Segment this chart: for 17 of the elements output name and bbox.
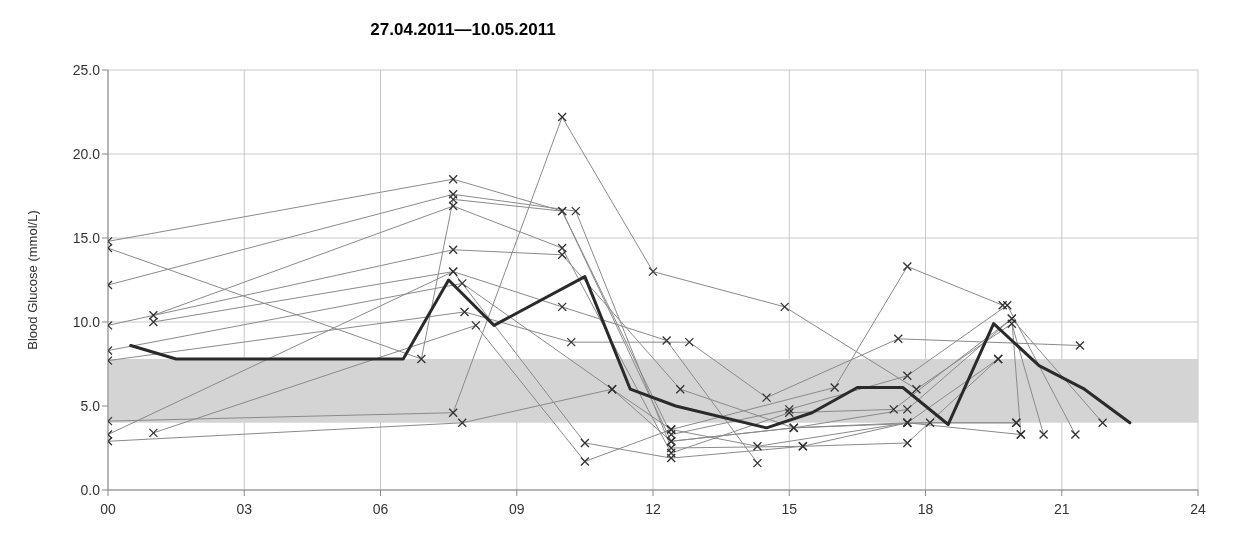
x-tick-label: 21	[1053, 500, 1070, 517]
x-tick-label: 00	[100, 500, 116, 517]
y-axis-title: Blood Glucose (mmol/L)	[24, 210, 40, 350]
y-tick-label: 15.0	[72, 229, 101, 246]
x-tick-label: 03	[236, 500, 253, 517]
y-tick-label: 0.0	[80, 481, 101, 498]
x-tick-label: 12	[645, 500, 661, 517]
y-tick-label: 5.0	[80, 397, 101, 414]
y-tick-label: 10.0	[72, 313, 101, 330]
x-tick-label: 09	[508, 500, 525, 517]
x-tick-label: 15	[781, 500, 798, 517]
x-tick-label: 24	[1190, 500, 1206, 517]
y-tick-label: 25.0	[72, 61, 101, 78]
chart-title: 27.04.2011—10.05.2011	[369, 19, 557, 41]
x-tick-label: 18	[917, 500, 934, 517]
x-tick-label: 06	[372, 500, 389, 517]
y-tick-label: 20.0	[72, 145, 101, 162]
